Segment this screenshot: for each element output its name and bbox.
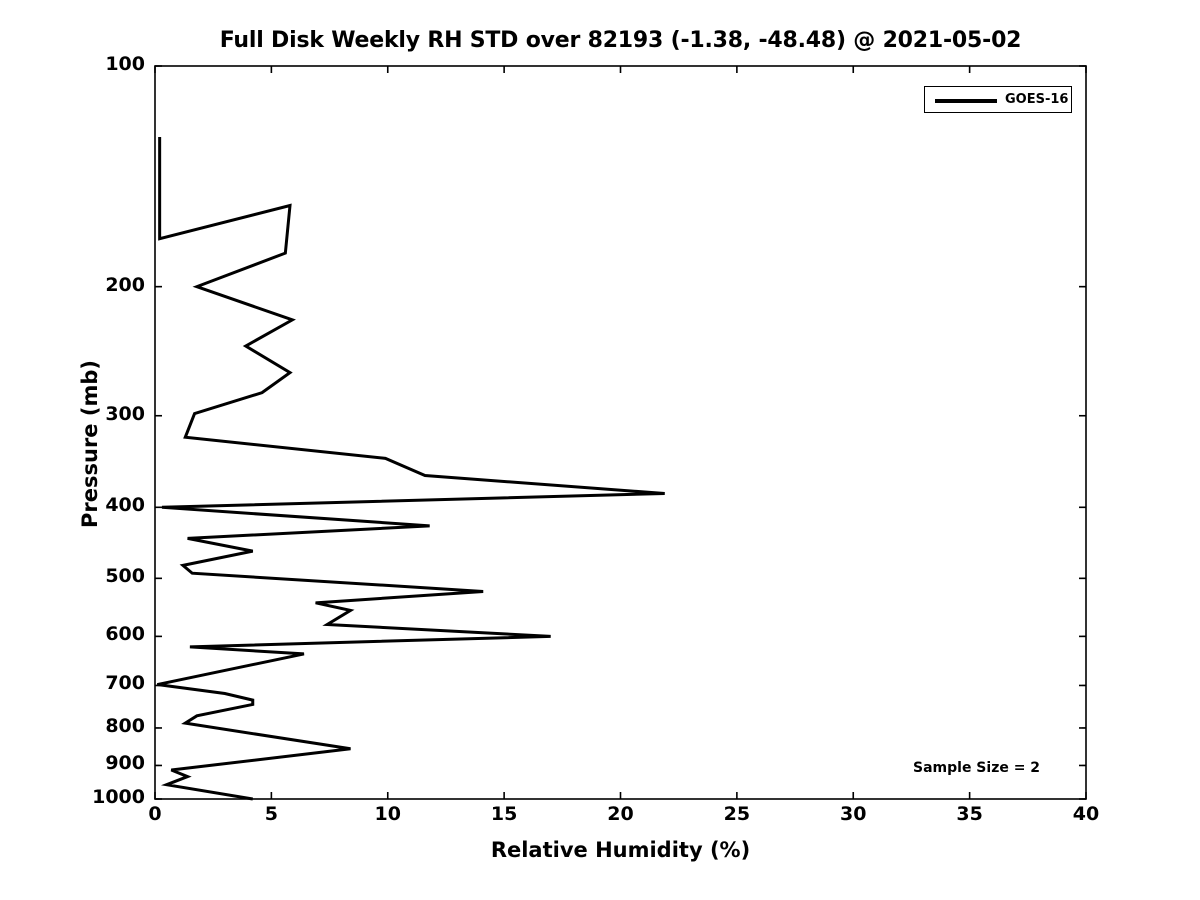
- x-tick-label-35: 35: [956, 803, 983, 825]
- x-tick-label-30: 30: [840, 803, 867, 825]
- y-tick-label-800: 800: [105, 714, 145, 737]
- data-series: [157, 137, 665, 801]
- x-axis-label: Relative Humidity (%): [490, 838, 751, 862]
- y-tick-label-200: 200: [105, 273, 145, 296]
- x-tick-label-10: 10: [374, 803, 401, 825]
- legend: GOES-16: [924, 86, 1072, 113]
- y-tick-label-1000: 1000: [92, 786, 145, 808]
- y-tick-label-700: 700: [105, 672, 145, 695]
- y-tick-label-900: 900: [105, 752, 145, 775]
- x-tick-label-40: 40: [1072, 803, 1100, 825]
- y-tick-label-600: 600: [105, 623, 145, 646]
- legend-line-swatch-goes-16: [935, 99, 997, 103]
- x-tick-label-20: 20: [607, 803, 634, 825]
- legend-label-goes-16: GOES-16: [1005, 92, 1069, 107]
- x-tick-label-15: 15: [490, 803, 518, 825]
- chart-title: Full Disk Weekly RH STD over 82193 (-1.3…: [219, 28, 1022, 53]
- x-tick-label-25: 25: [723, 803, 751, 825]
- y-tick-label-300: 300: [105, 402, 145, 425]
- y-axis-label: Pressure (mb): [78, 360, 102, 528]
- axis-ticks: [154, 65, 1087, 800]
- annotation-sample-size: Sample Size = 2: [913, 760, 1041, 776]
- y-tick-label-400: 400: [105, 494, 145, 517]
- x-tick-label-0: 0: [148, 803, 162, 825]
- series-line-goes-16: [157, 137, 665, 801]
- y-tick-label-500: 500: [105, 565, 145, 588]
- x-tick-label-5: 5: [264, 803, 278, 825]
- y-tick-label-100: 100: [105, 53, 145, 75]
- axes-frame: [154, 65, 1087, 800]
